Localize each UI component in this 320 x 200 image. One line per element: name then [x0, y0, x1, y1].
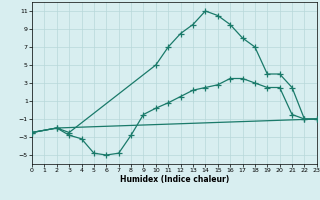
X-axis label: Humidex (Indice chaleur): Humidex (Indice chaleur) — [120, 175, 229, 184]
